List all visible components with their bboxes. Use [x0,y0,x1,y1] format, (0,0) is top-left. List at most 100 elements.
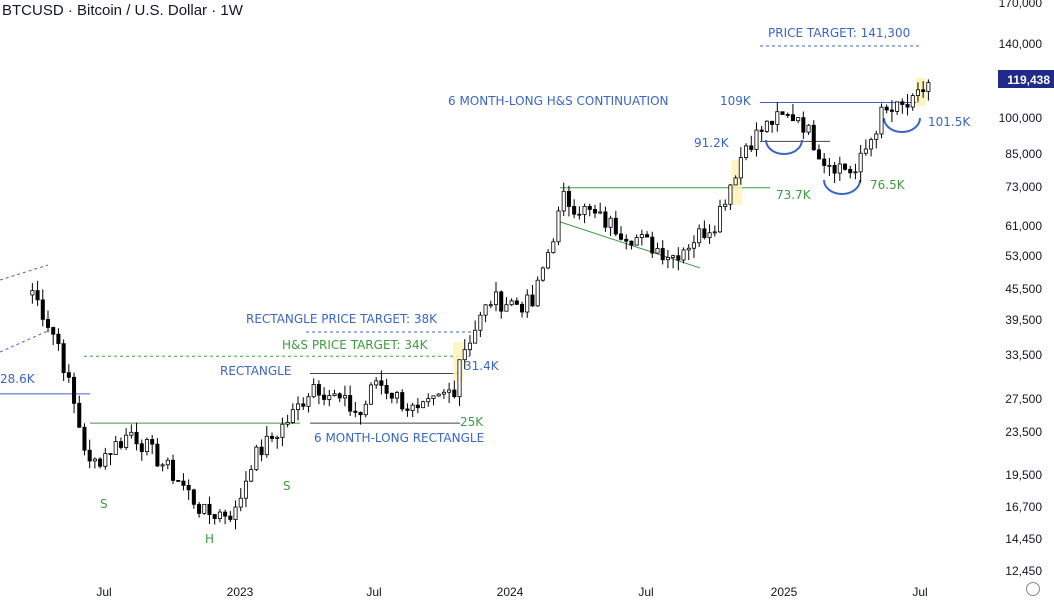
candle-body [483,304,488,316]
candle-body [702,228,707,238]
candle-body [66,372,71,378]
candle-body [233,506,238,520]
candle-body [254,446,259,470]
candle-body [436,393,441,397]
time-axis[interactable]: Jul 2023 Jul 2024 Jul 2025 Jul [96,585,927,599]
candle-body [863,148,868,154]
candle-body [691,242,696,249]
candle-body [51,327,56,335]
candle-body [869,139,874,150]
candle-body [181,480,186,486]
candle-body [228,515,233,520]
candle-body [374,380,379,386]
candle-body [645,234,650,238]
price-tick: 16,700 [1005,500,1042,514]
hs-target-label: H&S PRICE TARGET: 34K [282,338,429,352]
candle-body [738,157,743,179]
candle-body [285,421,290,425]
candle-body [275,436,280,439]
current-price-badge [998,70,1054,88]
candles [30,79,931,530]
price-axis[interactable]: 170,000 140,000 100,000 85,000 73,000 61… [998,0,1054,578]
candle-body [384,385,389,394]
time-label: 2025 [771,585,798,599]
candle-body [754,129,759,150]
candle-body [770,120,775,125]
right-shoulder-arc [883,117,921,133]
candle-body [749,145,754,150]
candle-body [624,238,629,242]
candle-body [395,392,400,399]
candle-body [108,453,113,455]
candle-body [853,171,858,174]
candle-body [342,395,347,399]
candle-body [566,190,571,207]
candle-body [223,511,228,517]
candle-body [790,114,795,122]
candle-body [358,411,363,416]
level-28-6k-label: 28.6K [0,372,36,386]
level-25k-label: 25K [460,415,484,429]
candle-body [744,145,749,158]
candle-body [671,255,676,258]
time-label: Jul [912,585,927,599]
candle-body [337,393,342,399]
candle-body [697,228,702,244]
candle-body [535,279,540,307]
candle-body [514,300,519,305]
candle-body [87,449,92,462]
candle-body [316,384,321,396]
candle-body [30,290,35,296]
candle-body [811,124,816,151]
candle-body [327,395,332,400]
candle-body [259,446,264,456]
six-month-rectangle-label: 6 MONTH-LONG RECTANGLE [314,431,484,445]
price-tick: 140,000 [999,37,1043,51]
candle-body [363,403,368,416]
candle-body [900,101,905,105]
candle-body [134,431,139,445]
chart-title: BTCUSD · Bitcoin / U.S. Dollar · 1W [2,2,243,19]
candle-body [561,190,566,212]
candle-body [837,163,842,174]
candle-body [155,443,160,467]
candle-body [82,426,87,451]
price-tick: 45,500 [1005,282,1042,296]
candle-body [655,248,660,254]
settings-gear-icon[interactable] [1026,582,1040,596]
candle-body [40,299,45,320]
candle-body [509,300,514,306]
price-tick: 61,000 [1005,219,1042,233]
candle-body [217,511,222,519]
price-tick: 39,500 [1005,313,1042,327]
price-target-label: PRICE TARGET: 141,300 [768,26,910,40]
head-label: H [205,532,214,546]
candle-body [431,395,436,399]
price-tick: 170,000 [999,0,1043,10]
candle-body [556,210,561,243]
candle-body [493,291,499,306]
candle-body [447,389,452,393]
candle-body [129,431,134,436]
left-shoulder-arc [765,139,803,155]
candle-body [405,408,410,411]
candle-body [197,503,202,514]
candle-body [61,343,66,374]
candle-body [353,410,358,413]
candle-body [426,398,431,403]
candle-body [764,120,769,132]
candle-body [499,291,504,312]
candle-body [473,329,478,344]
candle-body [144,439,149,453]
price-tick: 100,000 [999,111,1043,125]
candle-body [806,124,811,133]
candle-body [759,129,764,132]
candle-body [603,211,608,228]
level-73-7k-label: 73.7K [776,188,812,202]
candle-body [921,89,926,92]
time-label: 2024 [497,585,524,599]
candle-body [171,459,176,481]
candle-body [103,453,108,467]
candle-body [322,394,327,400]
